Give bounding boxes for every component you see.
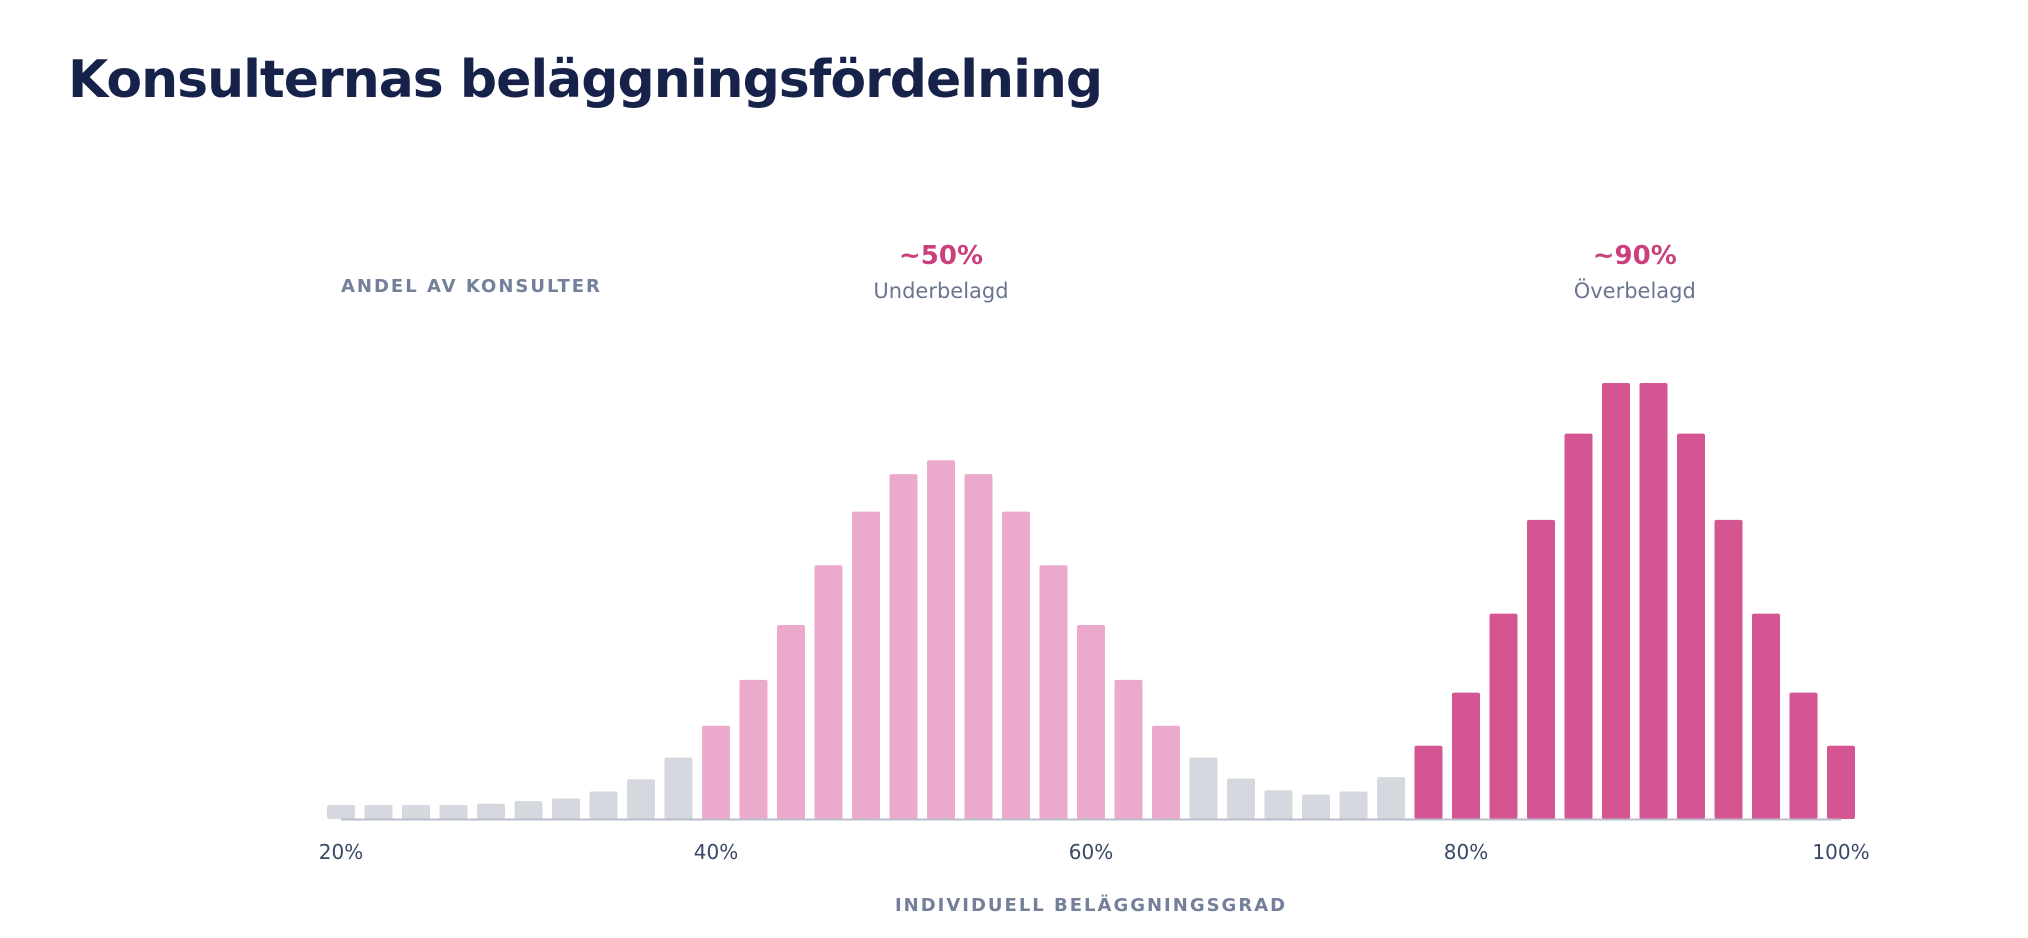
bar-light_pink-42 xyxy=(739,679,768,819)
bar-dark_pink-84 xyxy=(1527,519,1555,819)
bar-light_pink-64 xyxy=(1152,725,1180,819)
bar-gray-34 xyxy=(589,791,618,819)
bar-light_pink-56 xyxy=(1002,511,1030,819)
bar-light_pink-40 xyxy=(702,725,730,819)
bar-gray-20 xyxy=(327,805,355,819)
annotation-value: ~90% xyxy=(1593,241,1677,271)
annotation-value: ~50% xyxy=(899,241,983,271)
page-title: Konsulternas beläggningsfördelning xyxy=(68,50,1103,110)
bar-gray-32 xyxy=(552,798,580,819)
bar-gray-70 xyxy=(1264,790,1293,819)
bar-dark_pink-86 xyxy=(1564,433,1593,819)
bar-dark_pink-98 xyxy=(1789,692,1818,819)
bar-dark_pink-78 xyxy=(1414,745,1443,819)
x-tick-label: 40% xyxy=(694,840,738,864)
bar-gray-76 xyxy=(1377,777,1405,819)
bar-gray-72 xyxy=(1302,794,1330,819)
bar-gray-26 xyxy=(439,805,468,819)
bar-dark_pink-88 xyxy=(1602,383,1630,819)
bar-gray-68 xyxy=(1227,778,1255,819)
bar-gray-36 xyxy=(627,779,655,819)
bar-dark_pink-92 xyxy=(1677,433,1705,819)
bar-light_pink-44 xyxy=(777,625,805,819)
bar-light_pink-62 xyxy=(1114,679,1143,819)
x-tick-label: 60% xyxy=(1069,840,1113,864)
x-axis-label: INDIVIDUELL BELÄGGNINGSGRAD xyxy=(895,894,1287,916)
bars-group xyxy=(327,383,1855,819)
bar-light_pink-48 xyxy=(852,511,880,819)
bar-gray-66 xyxy=(1189,757,1218,819)
bar-light_pink-52 xyxy=(927,460,955,819)
bar-light_pink-60 xyxy=(1077,625,1105,819)
bar-gray-28 xyxy=(477,803,505,819)
bar-light_pink-54 xyxy=(964,474,993,819)
bar-gray-24 xyxy=(402,805,430,819)
bar-dark_pink-90 xyxy=(1639,383,1668,819)
x-tick-label: 100% xyxy=(1812,840,1869,864)
annotation-label: Underbelagd xyxy=(873,279,1008,303)
bar-dark_pink-82 xyxy=(1489,613,1518,819)
annotations-group: ~50% Underbelagd ~90% Överbelagd xyxy=(873,241,1695,303)
bar-gray-30 xyxy=(514,801,543,819)
bar-gray-38 xyxy=(664,757,693,819)
bar-gray-74 xyxy=(1339,791,1368,819)
bar-dark_pink-94 xyxy=(1714,519,1743,819)
x-tick-label: 80% xyxy=(1444,840,1488,864)
bar-dark_pink-96 xyxy=(1752,613,1780,819)
bar-gray-22 xyxy=(364,805,393,819)
bar-dark_pink-100 xyxy=(1827,745,1855,819)
bar-light_pink-58 xyxy=(1039,565,1068,819)
bar-dark_pink-80 xyxy=(1452,692,1480,819)
y-axis-label: ANDEL AV KONSULTER xyxy=(341,276,602,297)
x-tick-labels: 20% 40% 60% 80% 100% xyxy=(319,840,1870,864)
x-tick-label: 20% xyxy=(319,840,363,864)
annotation-label: Överbelagd xyxy=(1574,278,1696,303)
bar-light_pink-46 xyxy=(814,565,843,819)
bar-light_pink-50 xyxy=(889,474,918,819)
